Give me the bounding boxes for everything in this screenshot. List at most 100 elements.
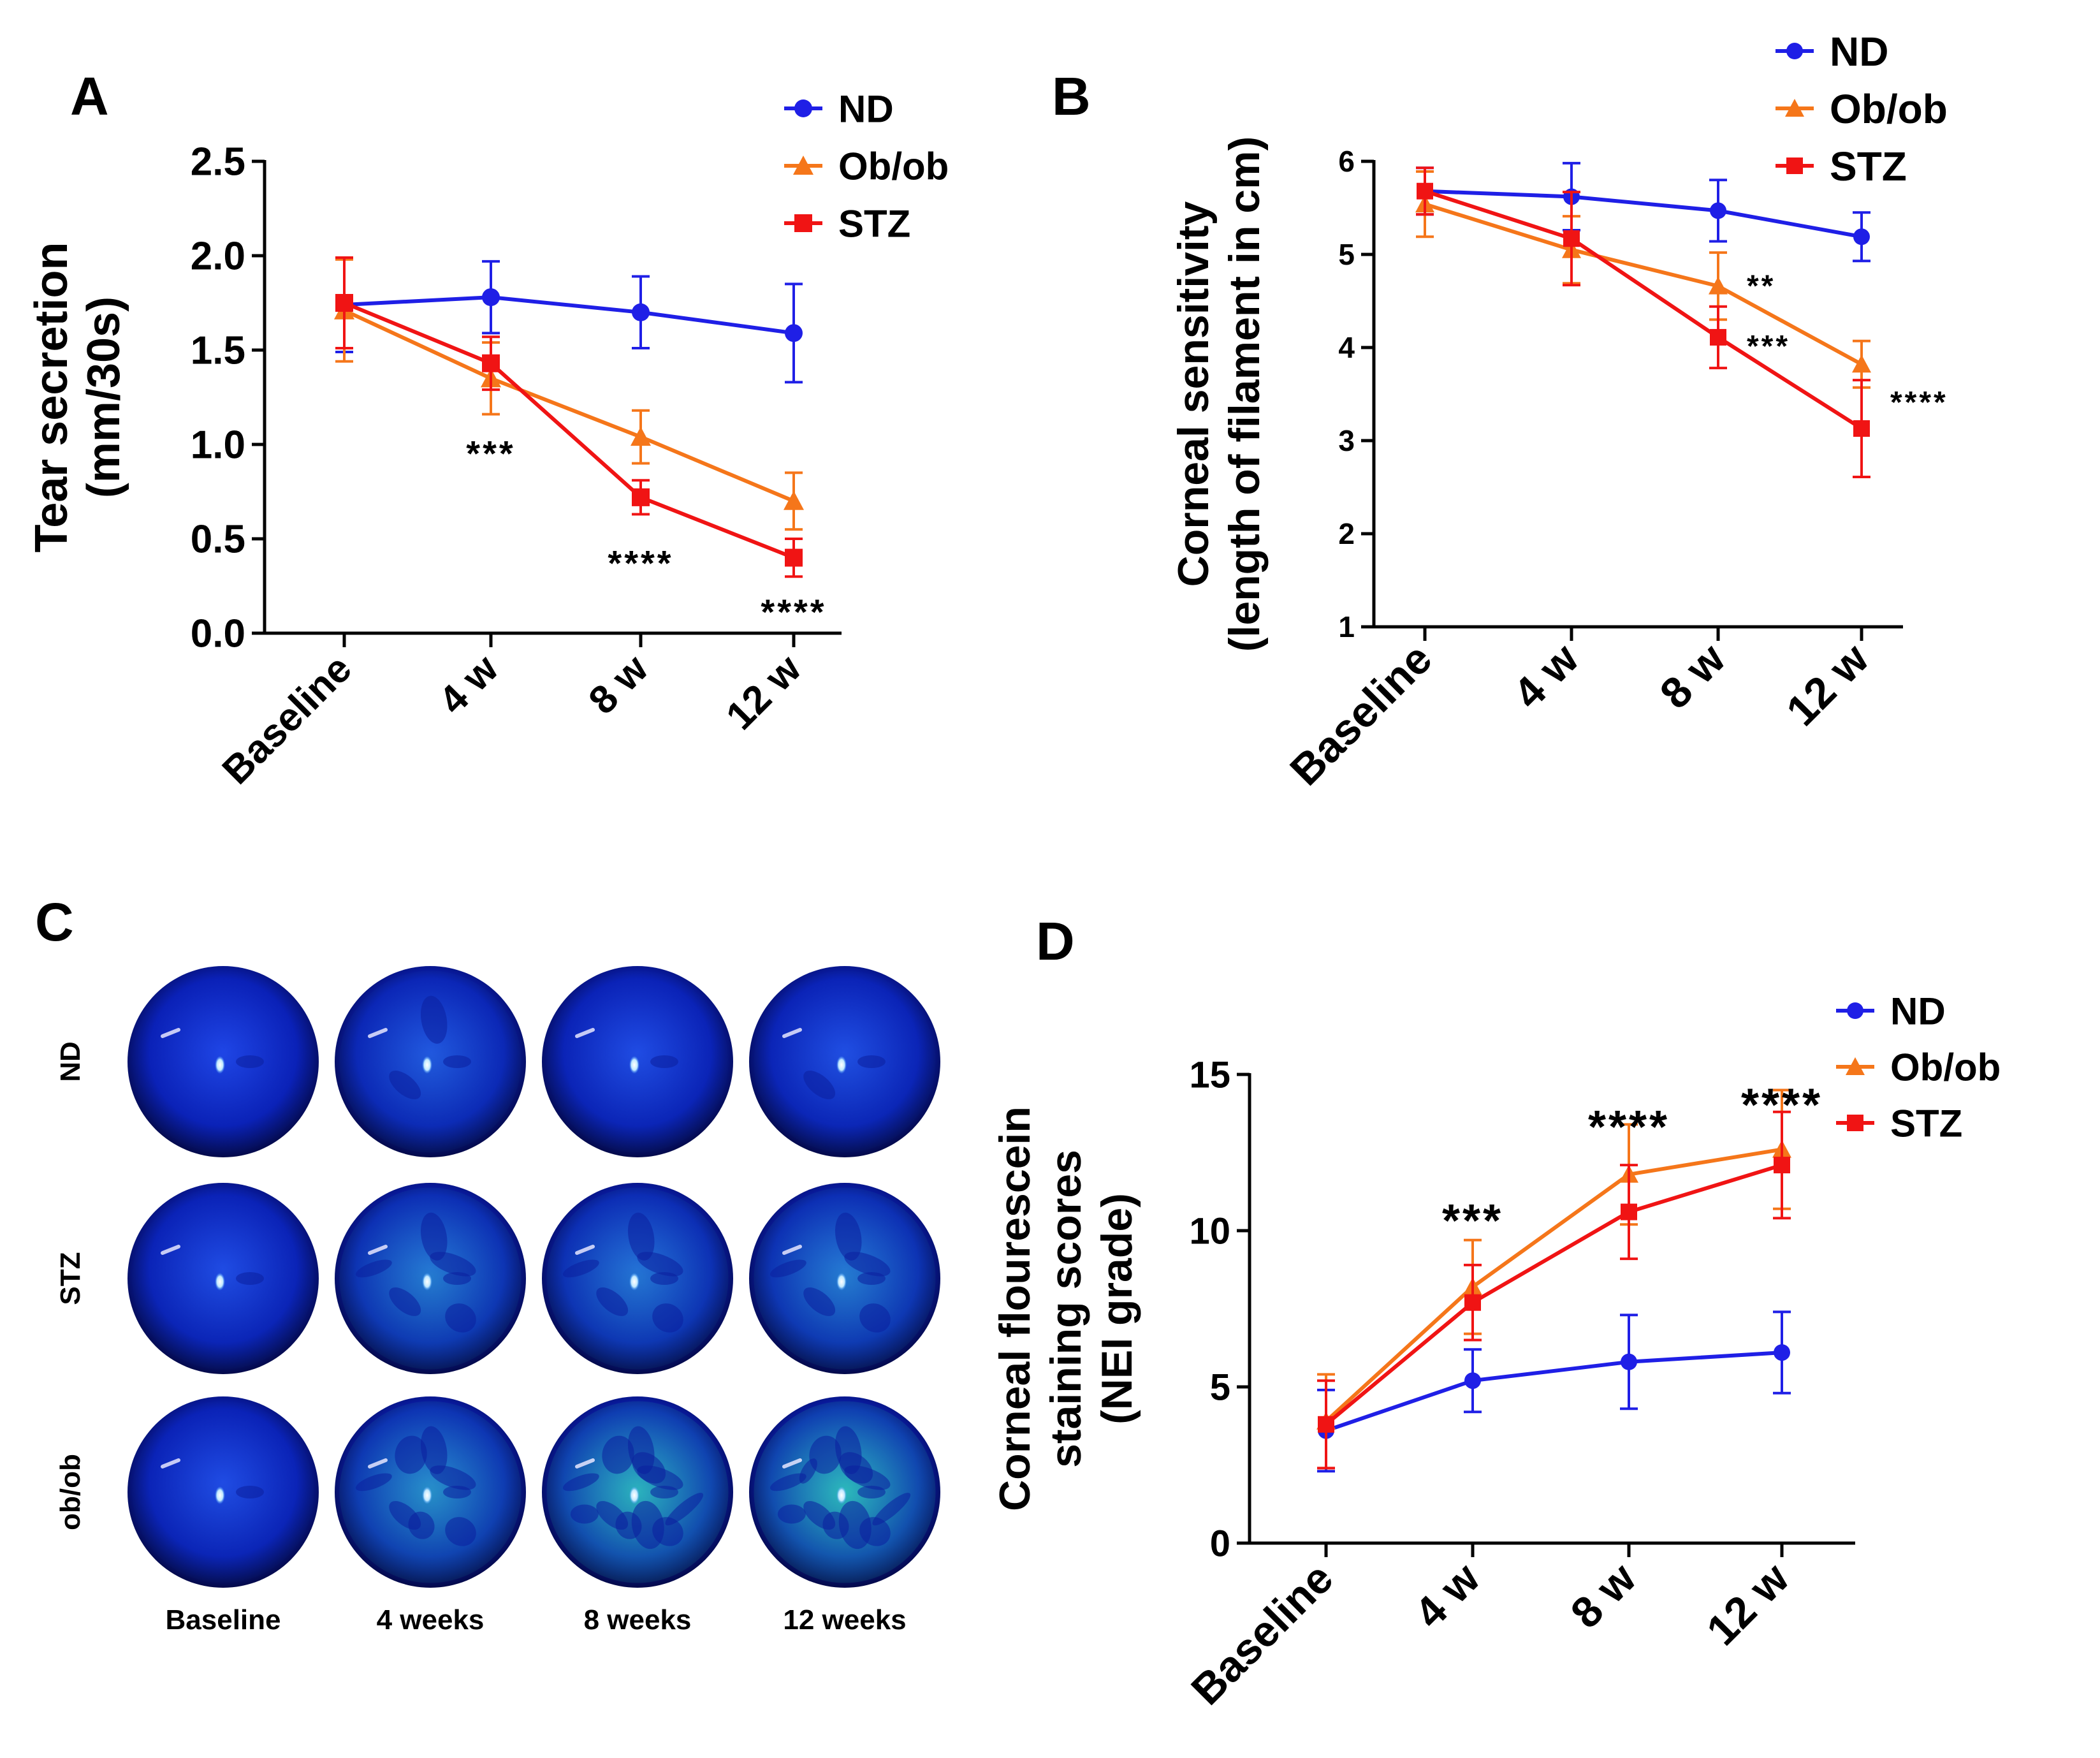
y-axis-label-line: (NEI grade) xyxy=(1093,1193,1141,1425)
legend-label: Ob/ob xyxy=(838,145,949,188)
y-axis-label-line: Tear secretion xyxy=(26,242,77,553)
stain-texture xyxy=(835,1212,862,1261)
stain-texture xyxy=(236,1272,264,1285)
light-reflex xyxy=(215,1056,225,1074)
light-reflex xyxy=(215,1486,225,1504)
data-point-nd xyxy=(1710,202,1726,219)
data-point-stz xyxy=(1563,230,1580,247)
light-reflex xyxy=(575,1458,595,1469)
panel-letter-d: D xyxy=(1036,911,1075,971)
series-line-ob-ob xyxy=(1324,1147,1783,1423)
stain-texture xyxy=(803,1071,836,1099)
legend-item-nd: ND xyxy=(1776,29,1888,75)
data-point-stz xyxy=(1417,182,1433,200)
x-tick-label-4-w: 4 w xyxy=(1405,1553,1489,1637)
eye-photo xyxy=(128,1183,319,1374)
eye-photo xyxy=(749,966,940,1157)
legend-label: ND xyxy=(1830,29,1888,75)
series-line-ob-ob xyxy=(1424,202,1863,366)
significance-label: ** xyxy=(1747,269,1776,303)
legend-label: ND xyxy=(838,88,894,131)
data-point-nd xyxy=(785,324,803,342)
significance-label: **** xyxy=(608,543,673,583)
data-point-nd xyxy=(1853,228,1870,245)
stain-texture xyxy=(650,1055,678,1068)
series-line-nd xyxy=(1325,1351,1783,1433)
y-tick-label: 1.5 xyxy=(191,329,245,373)
stain-texture xyxy=(445,1517,476,1546)
stain-texture xyxy=(562,1473,599,1491)
stain-texture xyxy=(389,1287,421,1316)
x-tick-label-baseline: Baseline xyxy=(1281,634,1441,795)
y-tick-label: 0.5 xyxy=(191,518,245,562)
y-axis-label-line: Corneal sensitivity xyxy=(1169,201,1218,587)
stain-texture xyxy=(627,1212,655,1261)
legend-label: Ob/ob xyxy=(1830,86,1948,132)
data-point-stz xyxy=(1318,1416,1334,1433)
eye-photo xyxy=(542,1183,733,1374)
series-line-nd xyxy=(344,295,794,335)
light-reflex xyxy=(575,1028,595,1038)
stain-texture xyxy=(769,1473,806,1491)
data-point-nd xyxy=(1847,1002,1863,1019)
series-line-stz xyxy=(343,301,795,560)
column-label-8-weeks: 8 weeks xyxy=(584,1604,692,1636)
panel-letter-b: B xyxy=(1052,66,1091,126)
significance-label: **** xyxy=(1588,1102,1670,1153)
data-point-stz xyxy=(1710,328,1726,346)
panel-letter-a: A xyxy=(70,66,109,126)
light-reflex xyxy=(836,1273,847,1291)
legend-item-stz: STZ xyxy=(1776,143,1907,189)
data-point-ob-ob xyxy=(1785,99,1804,117)
series-stz xyxy=(1317,1110,1791,1470)
data-point-stz xyxy=(1786,157,1803,174)
series-line-stz xyxy=(1325,1163,1783,1426)
significance-label: *** xyxy=(1442,1196,1503,1247)
data-point-ob-ob xyxy=(1846,1057,1865,1075)
legend-item-stz: STZ xyxy=(1836,1102,1962,1145)
row-label-stz: STZ xyxy=(55,1252,86,1305)
stain-texture xyxy=(420,1212,448,1261)
eye-photo xyxy=(128,966,319,1157)
chart-tear-secretion: 0.0 0.5 1.0 1.5 2.0 2.5 Baseline 4 w 8 w 12 w Tear… xyxy=(26,88,949,793)
y-tick-label: 1 xyxy=(1338,610,1355,643)
eye-photo xyxy=(335,966,526,1157)
light-reflex xyxy=(782,1245,802,1255)
legend-label: ND xyxy=(1890,990,1946,1033)
panel-letter-c: C xyxy=(35,892,74,952)
legend-label: STZ xyxy=(838,203,910,245)
significance-label: **** xyxy=(1890,386,1948,420)
legend-item-nd: ND xyxy=(1836,990,1946,1033)
significance-label: *** xyxy=(466,434,515,474)
stain-texture xyxy=(631,1500,664,1549)
stain-texture xyxy=(236,1486,264,1498)
data-point-nd xyxy=(1464,1372,1481,1389)
data-point-nd xyxy=(1786,43,1803,59)
y-tick-label: 1.0 xyxy=(191,423,245,467)
y-tick-label: 2 xyxy=(1338,517,1355,550)
light-reflex xyxy=(161,1245,180,1255)
y-tick-label: 4 xyxy=(1338,331,1355,364)
y-tick-label: 3 xyxy=(1338,424,1355,457)
stain-texture xyxy=(420,1426,448,1474)
light-reflex xyxy=(629,1486,639,1504)
chart-corneal-sensitivity: 1 2 3 4 5 6 Baseline 4 w 8 w 12 w Corneal sensitiv… xyxy=(1169,29,1948,795)
x-tick-label-baseline: Baseline xyxy=(214,647,360,793)
series-nd xyxy=(335,256,803,384)
data-point-stz xyxy=(1774,1157,1790,1174)
data-point-ob-ob xyxy=(793,156,813,175)
column-label-baseline: Baseline xyxy=(166,1604,281,1636)
data-point-nd xyxy=(1774,1344,1790,1361)
data-point-ob-ob xyxy=(631,427,651,446)
stain-texture xyxy=(236,1055,264,1068)
chart-fluorescein-staining: 0 5 10 15 Baseline 4 w 8 w 12 w Corneal flouresc… xyxy=(991,990,2001,1715)
x-tick-label-baseline: Baseline xyxy=(1182,1554,1343,1715)
x-tick-label-4-w: 4 w xyxy=(430,647,507,723)
column-label-12-weeks: 12 weeks xyxy=(783,1604,906,1636)
stain-texture xyxy=(355,1259,392,1278)
stain-texture xyxy=(443,1055,471,1068)
data-point-nd xyxy=(632,303,650,321)
stain-texture xyxy=(632,1452,666,1484)
y-tick-label: 2.0 xyxy=(191,235,245,279)
light-reflex xyxy=(161,1458,180,1469)
